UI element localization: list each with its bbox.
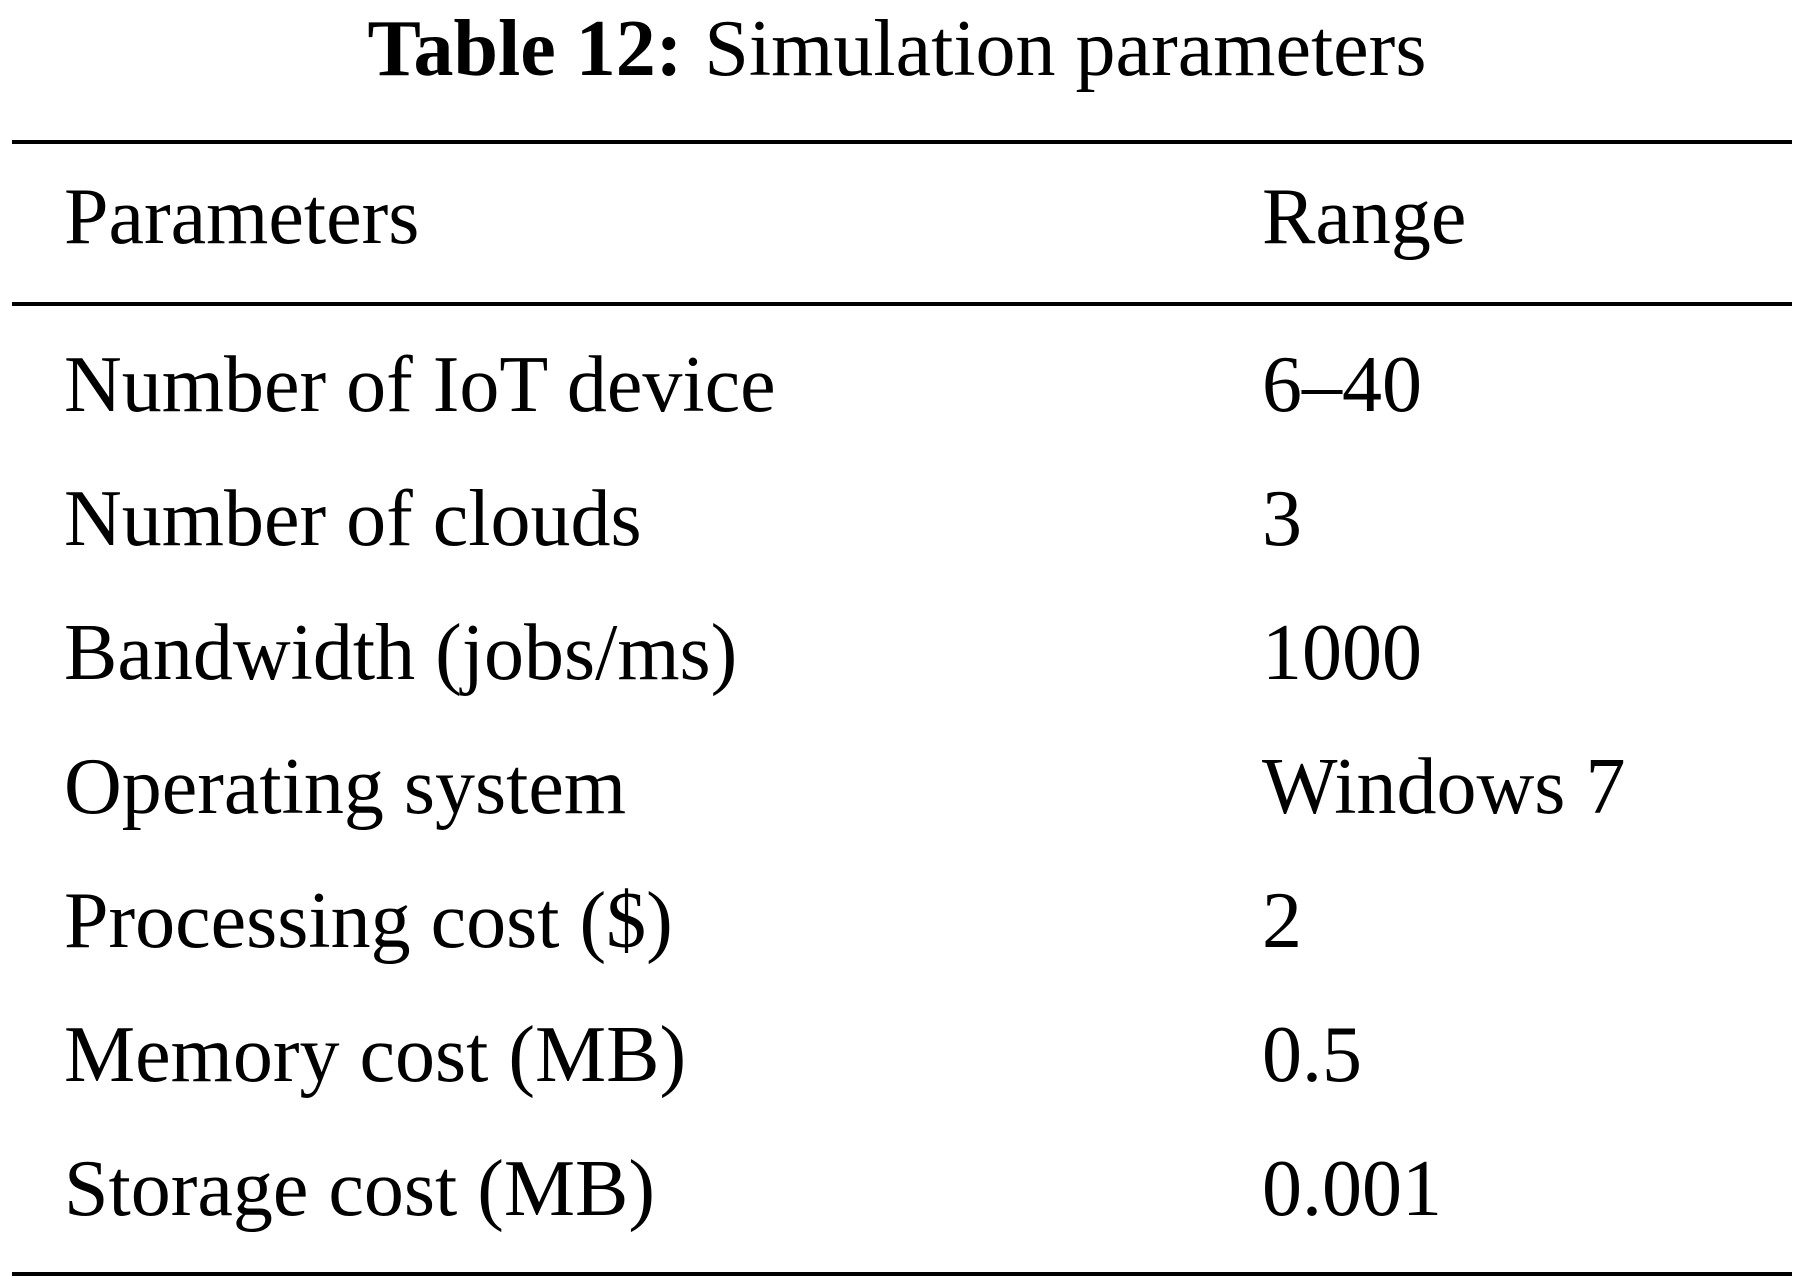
row-parameter: Processing cost ($)	[64, 877, 673, 965]
row-range: 2	[1262, 877, 1302, 965]
row-range: 3	[1262, 475, 1302, 563]
row-parameter: Number of IoT device	[64, 341, 776, 429]
row-range: 6–40	[1262, 341, 1422, 429]
row-range: Windows 7	[1262, 743, 1626, 831]
row-parameter: Storage cost (MB)	[64, 1145, 656, 1233]
row-parameter: Operating system	[64, 743, 627, 831]
row-parameter: Memory cost (MB)	[64, 1011, 687, 1099]
row-range: 0.5	[1262, 1011, 1362, 1099]
row-parameter: Number of clouds	[64, 475, 642, 563]
table-header-rule	[12, 302, 1792, 306]
row-range: 1000	[1262, 609, 1422, 697]
row-range: 0.001	[1262, 1145, 1442, 1233]
row-parameter: Bandwidth (jobs/ms)	[64, 609, 738, 697]
table-caption: Table 12: Simulation parameters	[0, 4, 1794, 94]
table-caption-text: Simulation parameters	[704, 5, 1427, 93]
table-caption-label: Table 12:	[367, 5, 683, 93]
header-range: Range	[1262, 173, 1467, 261]
header-parameters: Parameters	[64, 173, 420, 261]
table-bottom-rule	[12, 1272, 1792, 1276]
table-top-rule	[12, 140, 1792, 144]
